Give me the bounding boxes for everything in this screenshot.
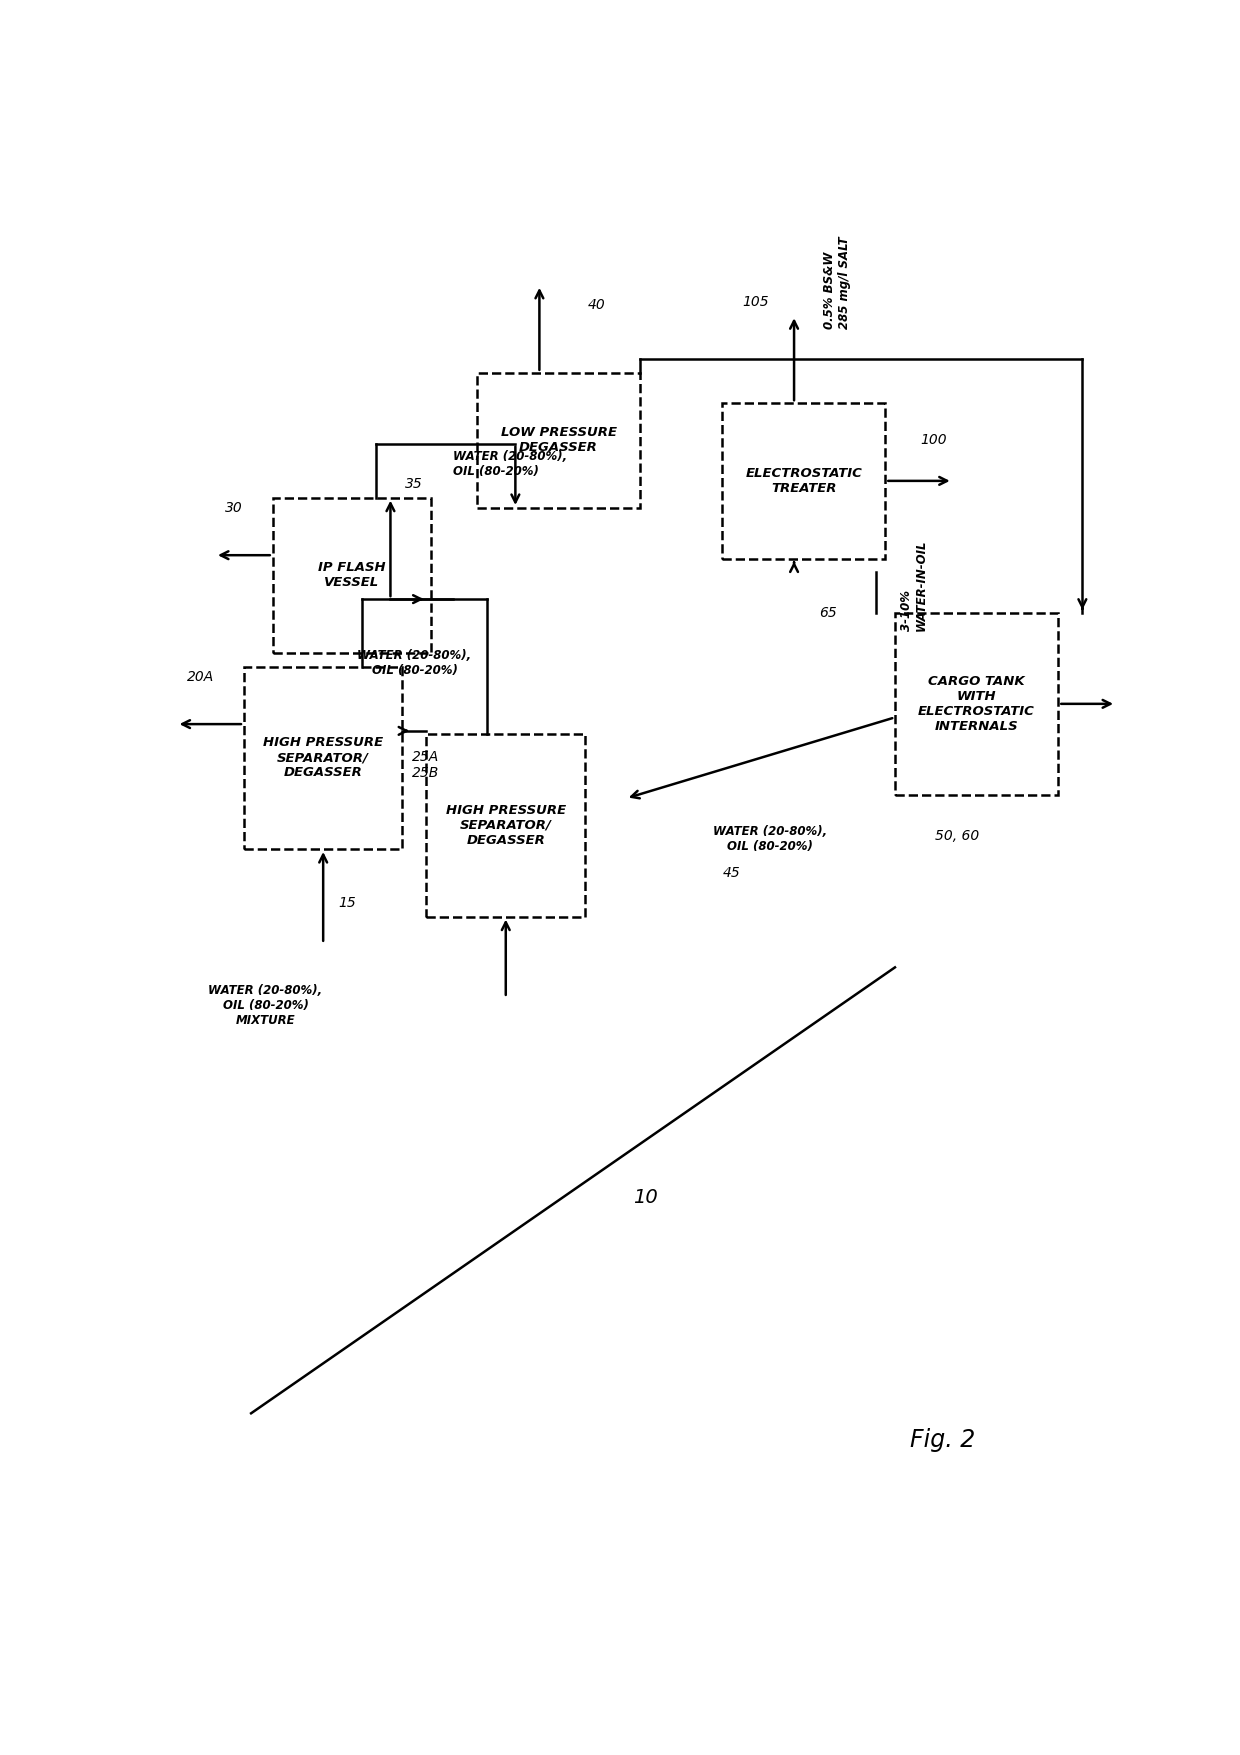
Text: 20A: 20A [187, 670, 215, 684]
Text: 0.5% BS&W
285 mg/l SALT: 0.5% BS&W 285 mg/l SALT [823, 237, 851, 328]
Text: 105: 105 [743, 295, 769, 309]
Text: ELECTROSTATIC
TREATER: ELECTROSTATIC TREATER [745, 467, 862, 495]
Text: IP FLASH
VESSEL: IP FLASH VESSEL [319, 562, 386, 590]
Text: 3-10%
WATER-IN-OIL: 3-10% WATER-IN-OIL [900, 541, 928, 632]
Text: WATER (20-80%),
OIL (80-20%): WATER (20-80%), OIL (80-20%) [357, 649, 471, 677]
FancyBboxPatch shape [427, 734, 585, 916]
Text: 65: 65 [818, 605, 837, 620]
Text: 40: 40 [588, 298, 606, 312]
FancyBboxPatch shape [895, 612, 1059, 795]
Text: 30: 30 [226, 500, 243, 514]
Text: 45: 45 [723, 865, 740, 879]
Text: 50, 60: 50, 60 [935, 828, 980, 842]
Text: HIGH PRESSURE
SEPARATOR/
DEGASSER: HIGH PRESSURE SEPARATOR/ DEGASSER [263, 737, 383, 779]
Text: Fig. 2: Fig. 2 [910, 1429, 976, 1453]
Text: 15: 15 [339, 897, 356, 911]
Text: 10: 10 [632, 1188, 657, 1207]
Text: HIGH PRESSURE
SEPARATOR/
DEGASSER: HIGH PRESSURE SEPARATOR/ DEGASSER [445, 804, 565, 848]
Text: WATER (20-80%),
OIL (80-20%)
MIXTURE: WATER (20-80%), OIL (80-20%) MIXTURE [208, 985, 322, 1027]
FancyBboxPatch shape [477, 372, 640, 507]
Text: 35: 35 [404, 477, 423, 491]
Text: CARGO TANK
WITH
ELECTROSTATIC
INTERNALS: CARGO TANK WITH ELECTROSTATIC INTERNALS [918, 676, 1035, 734]
Text: WATER (20-80%),
OIL (80-20%): WATER (20-80%), OIL (80-20%) [713, 825, 827, 853]
FancyBboxPatch shape [273, 498, 432, 653]
Text: LOW PRESSURE
DEGASSER: LOW PRESSURE DEGASSER [501, 426, 616, 455]
FancyBboxPatch shape [722, 404, 885, 558]
FancyBboxPatch shape [244, 667, 403, 849]
Text: 25A
25B: 25A 25B [412, 749, 439, 779]
Text: 100: 100 [920, 433, 946, 448]
Text: WATER (20-80%),
OIL (80-20%): WATER (20-80%), OIL (80-20%) [453, 451, 567, 479]
